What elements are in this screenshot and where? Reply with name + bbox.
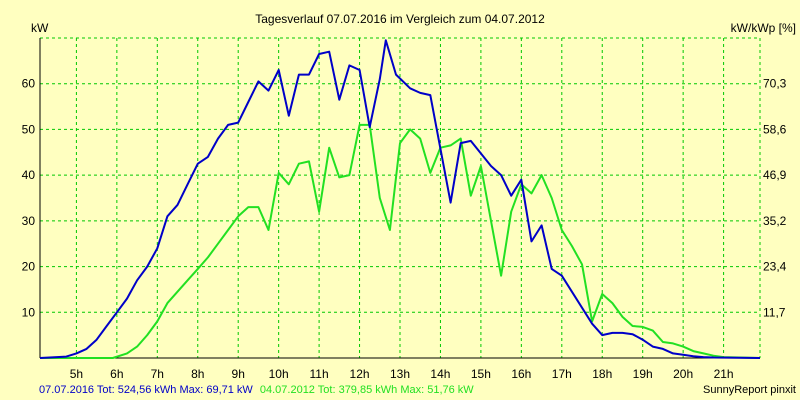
x-tick-label: 11h — [310, 367, 329, 381]
x-tick-label: 19h — [633, 367, 653, 381]
x-tick-label: 9h — [232, 367, 245, 381]
x-tick-label: 8h — [191, 367, 204, 381]
y-tick-label-left: 30 — [22, 214, 36, 228]
y-tick-label-left: 20 — [22, 260, 36, 274]
legend-2016: 07.07.2016 Tot: 524,56 kWh Max: 69,71 kW — [39, 384, 253, 396]
credit-text: SunnyReport pinxit — [703, 384, 796, 396]
grid — [40, 38, 760, 358]
x-axis-ticks: 5h 6h 7h 8h 9h 10h 11h 12h 13h 14h 15h 16h 17h 18h 19h… — [70, 367, 734, 381]
y-axis-right-ticks: 11,7 23,4 35,2 46,9 58,6 70,3 — [763, 77, 787, 320]
y-tick-label-left: 60 — [22, 77, 36, 91]
x-tick-label: 21h — [714, 367, 734, 381]
x-tick-label: 12h — [350, 367, 370, 381]
y-tick-label-right: 23,4 — [763, 260, 787, 274]
y-tick-label-right: 35,2 — [763, 214, 787, 228]
x-tick-label: 5h — [70, 367, 83, 381]
x-tick-label: 13h — [390, 367, 410, 381]
x-tick-label: 20h — [673, 367, 693, 381]
series-line-04-07-2012 — [40, 123, 761, 359]
series-lines — [39, 39, 761, 359]
x-tick-label: 15h — [471, 367, 491, 381]
y-tick-label-left: 10 — [22, 305, 36, 319]
x-tick-label: 18h — [592, 367, 612, 381]
y-tick-label-right: 11,7 — [763, 305, 786, 319]
chart-title: Tagesverlauf 07.07.2016 im Vergleich zum… — [255, 12, 545, 26]
x-tick-label: 16h — [511, 367, 531, 381]
x-tick-label: 14h — [430, 367, 450, 381]
y-axis-left-ticks: 10 20 30 40 50 60 — [22, 77, 36, 320]
series-line-07-07-2016 — [39, 39, 761, 359]
y-axis-left-label: kW — [31, 21, 49, 35]
y-tick-label-left: 50 — [22, 122, 36, 136]
y-tick-label-left: 40 — [22, 168, 36, 182]
x-tick-label: 6h — [110, 367, 123, 381]
y-axis-right-label: kW/kWp [%] — [731, 21, 796, 35]
footer-legend: 07.07.2016 Tot: 524,56 kWh Max: 69,71 kW… — [39, 384, 474, 396]
plot-frame — [39, 37, 761, 359]
y-tick-label-right: 70,3 — [763, 77, 787, 91]
legend-2012: 04.07.2012 Tot: 379,85 kWh Max: 51,76 kW — [260, 384, 474, 396]
x-tick-label: 10h — [269, 367, 289, 381]
y-tick-label-right: 46,9 — [763, 168, 787, 182]
x-tick-label: 17h — [552, 367, 572, 381]
y-tick-label-right: 58,6 — [763, 122, 787, 136]
x-tick-label: 7h — [151, 367, 164, 381]
